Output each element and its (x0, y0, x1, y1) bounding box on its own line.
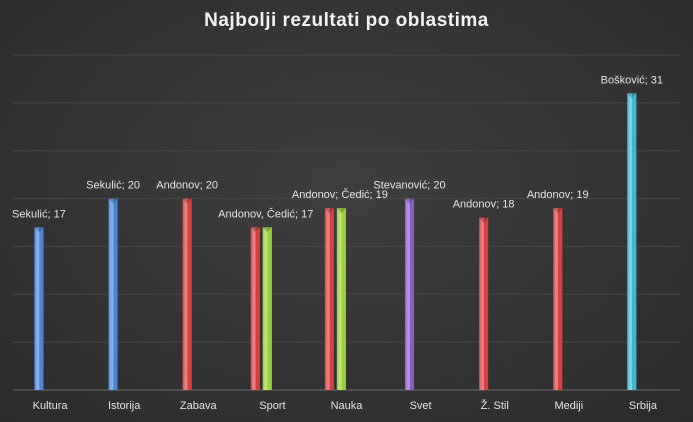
bar-cap (553, 208, 563, 214)
bar (108, 198, 118, 390)
bar (324, 208, 334, 390)
bar (262, 227, 272, 390)
bar-cap (404, 198, 414, 204)
data-label: Andonov; Čedić; 19 (292, 188, 388, 201)
bar-shine (404, 198, 414, 390)
data-label: Bošković; 31 (601, 74, 663, 86)
bar-cap (324, 208, 334, 214)
bar (250, 227, 260, 390)
bar (627, 93, 637, 391)
x-tick-label: Svet (410, 400, 432, 412)
bar (553, 208, 563, 390)
bar-cap (250, 227, 260, 233)
bar-shine (262, 227, 272, 390)
x-tick-label: Zabava (180, 400, 218, 412)
bar-cap (336, 208, 346, 214)
x-tick-label: Nauka (331, 400, 364, 412)
bar (479, 217, 489, 390)
bar-shine (627, 93, 637, 391)
bar-shine (34, 227, 44, 390)
bar-cap (182, 198, 192, 204)
data-label: Stevanović; 20 (373, 180, 445, 192)
x-tick-label: Srbija (629, 400, 658, 412)
x-tick-label: Mediji (554, 400, 583, 412)
data-label: Andonov, Čedić; 17 (218, 207, 313, 220)
x-tick-label: Sport (259, 400, 285, 412)
x-tick-label: Kultura (33, 400, 69, 412)
bar-cap (627, 93, 637, 99)
chart-title: Najbolji rezultati po oblastima (204, 10, 489, 31)
data-label: Sekulić; 20 (86, 180, 140, 192)
bar-shine (108, 198, 118, 390)
data-label: Andonov; 19 (527, 189, 589, 201)
bar-cap (479, 217, 489, 223)
bar-shine (553, 208, 563, 390)
data-label: Andonov; 20 (156, 180, 218, 192)
bar (182, 198, 192, 390)
bar (336, 208, 346, 390)
bar-shine (182, 198, 192, 390)
bar-shine (336, 208, 346, 390)
bar (34, 227, 44, 390)
bar-cap (262, 227, 272, 233)
bar (404, 198, 414, 390)
x-tick-label: Istorija (108, 400, 141, 412)
bar-cap (34, 227, 44, 233)
bar-shine (324, 208, 334, 390)
x-tick-label: Ž. Stil (481, 399, 509, 412)
bar-shine (250, 227, 260, 390)
bar-shine (479, 217, 489, 390)
data-label: Andonov; 18 (453, 199, 515, 211)
data-label: Sekulić; 17 (12, 208, 66, 220)
bar-cap (108, 198, 118, 204)
